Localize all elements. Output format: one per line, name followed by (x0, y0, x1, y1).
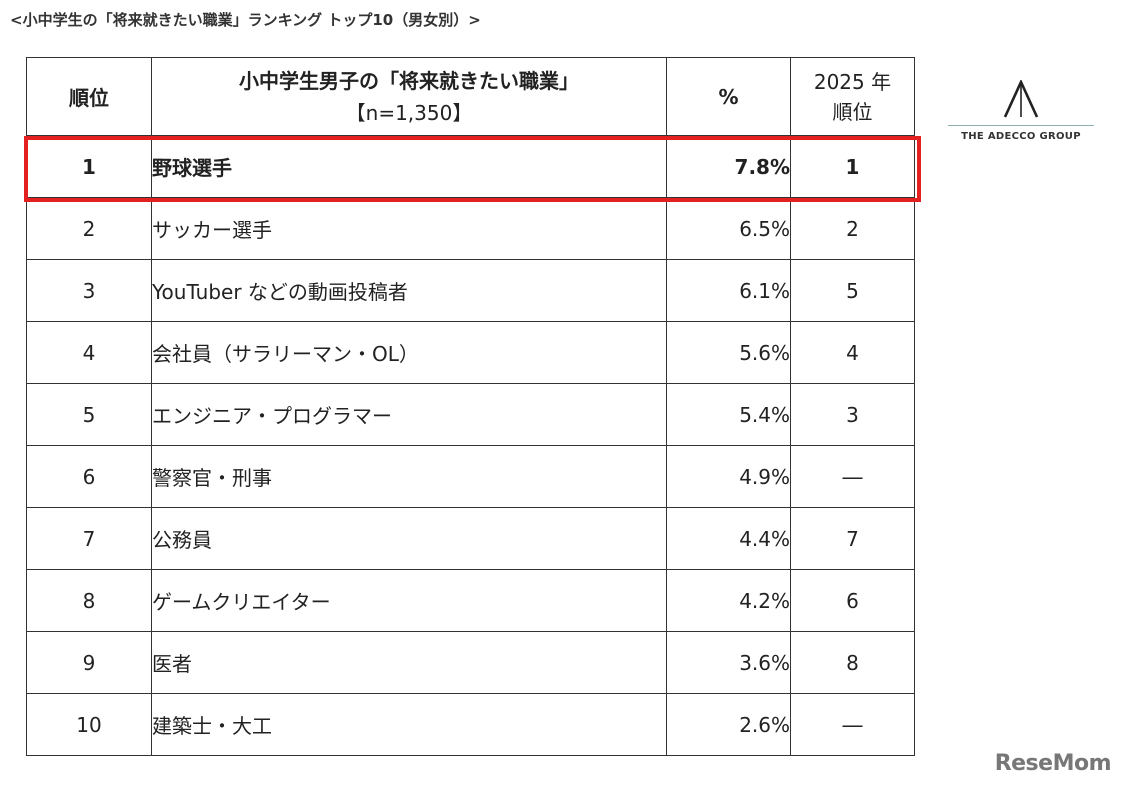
rank-cell: 2 (26, 197, 152, 260)
job-cell: エンジニア・プログラマー (151, 383, 667, 446)
rank-cell: 8 (26, 569, 152, 632)
rank-cell: 6 (26, 445, 152, 508)
table-row: 10 建築士・大工 2.6% ― (26, 693, 915, 756)
prev-rank-cell: ― (790, 445, 915, 508)
prev-rank-cell: 5 (790, 259, 915, 322)
percent-cell: 6.1% (666, 259, 791, 322)
adecco-a-logo-icon (1003, 80, 1039, 118)
table-row: 3 YouTuber などの動画投稿者 6.1% 5 (26, 259, 915, 322)
percent-cell: 7.8% (666, 135, 791, 198)
rank-cell: 10 (26, 693, 152, 756)
table-row: 1 野球選手 7.8% 1 (26, 135, 915, 198)
rank-cell: 5 (26, 383, 152, 446)
table-row: 5 エンジニア・プログラマー 5.4% 3 (26, 383, 915, 446)
job-cell: ゲームクリエイター (151, 569, 667, 632)
header-rank: 順位 (26, 57, 152, 136)
brand-name: THE ADECCO GROUP (961, 131, 1081, 142)
ranking-table: 順位 小中学生男子の「将来就きたい職業」 【n=1,350】 % 2025 年 … (26, 57, 915, 756)
header-percent: % (666, 57, 791, 136)
header-job: 小中学生男子の「将来就きたい職業」 【n=1,350】 (151, 57, 667, 136)
table-row: 2 サッカー選手 6.5% 2 (26, 197, 915, 260)
rank-cell: 9 (26, 631, 152, 694)
prev-rank-cell: 6 (790, 569, 915, 632)
prev-rank-cell: 3 (790, 383, 915, 446)
prev-rank-cell: 8 (790, 631, 915, 694)
prev-rank-cell: 7 (790, 507, 915, 570)
table-row: 8 ゲームクリエイター 4.2% 6 (26, 569, 915, 632)
header-prev-year: 2025 年 (813, 69, 892, 94)
percent-cell: 4.4% (666, 507, 791, 570)
job-cell: 野球選手 (151, 135, 667, 198)
adecco-logo: THE ADECCO GROUP (948, 80, 1094, 142)
logo-divider (948, 125, 1094, 126)
job-cell: 公務員 (151, 507, 667, 570)
prev-rank-cell: 4 (790, 321, 915, 384)
rank-cell: 4 (26, 321, 152, 384)
table-row: 7 公務員 4.4% 7 (26, 507, 915, 570)
job-cell: YouTuber などの動画投稿者 (151, 259, 667, 322)
job-cell: 建築士・大工 (151, 693, 667, 756)
header-job-title: 小中学生男子の「将来就きたい職業」 (239, 68, 579, 93)
table-row: 6 警察官・刑事 4.9% ― (26, 445, 915, 508)
job-cell: 会社員（サラリーマン・OL） (151, 321, 667, 384)
job-cell: 医者 (151, 631, 667, 694)
prev-rank-cell: 2 (790, 197, 915, 260)
prev-rank-cell: 1 (790, 135, 915, 198)
header-prev-rank: 2025 年 順位 (790, 57, 915, 136)
rank-cell: 1 (26, 135, 152, 198)
rank-cell: 3 (26, 259, 152, 322)
percent-cell: 3.6% (666, 631, 791, 694)
table-header-row: 順位 小中学生男子の「将来就きたい職業」 【n=1,350】 % 2025 年 … (26, 57, 915, 136)
percent-cell: 4.2% (666, 569, 791, 632)
percent-cell: 5.6% (666, 321, 791, 384)
percent-cell: 5.4% (666, 383, 791, 446)
percent-cell: 4.9% (666, 445, 791, 508)
prev-rank-cell: ― (790, 693, 915, 756)
header-sample-size: 【n=1,350】 (345, 100, 473, 125)
percent-cell: 2.6% (666, 693, 791, 756)
table-row: 4 会社員（サラリーマン・OL） 5.6% 4 (26, 321, 915, 384)
header-prev-rank-label: 順位 (832, 99, 873, 124)
page-caption: <小中学生の「将来就きたい職業」ランキング トップ10（男女別）> (10, 11, 481, 29)
percent-cell: 6.5% (666, 197, 791, 260)
rank-cell: 7 (26, 507, 152, 570)
table-row: 9 医者 3.6% 8 (26, 631, 915, 694)
job-cell: 警察官・刑事 (151, 445, 667, 508)
job-cell: サッカー選手 (151, 197, 667, 260)
resemom-watermark: ReseMom (994, 751, 1112, 776)
